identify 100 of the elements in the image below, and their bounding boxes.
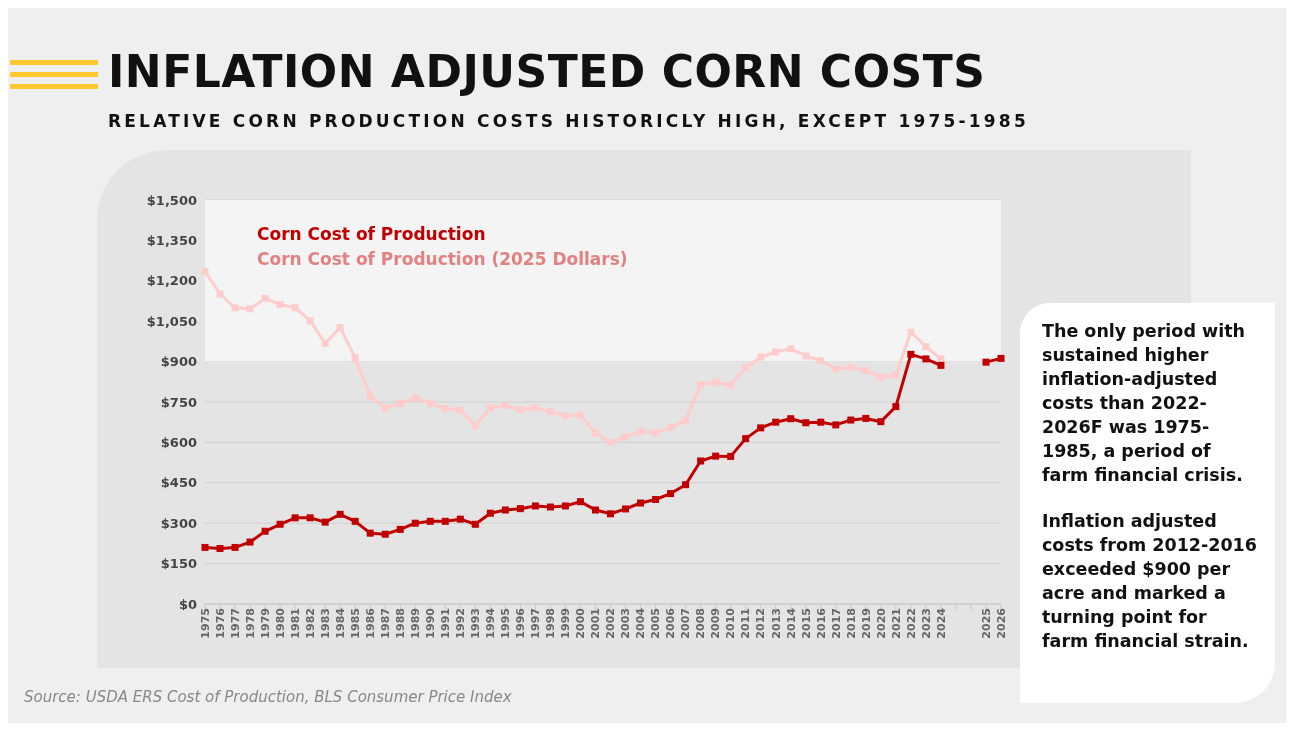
point bbox=[652, 429, 660, 437]
point bbox=[396, 525, 404, 533]
point bbox=[576, 411, 584, 419]
x-tick-label: 2015 bbox=[799, 608, 813, 639]
point bbox=[757, 353, 765, 361]
y-tick-label: $1,200 bbox=[146, 273, 197, 289]
point bbox=[637, 499, 645, 507]
point bbox=[516, 505, 524, 513]
x-tick-label: 1985 bbox=[349, 608, 362, 639]
point bbox=[637, 427, 645, 435]
point bbox=[937, 355, 945, 363]
point bbox=[847, 416, 855, 424]
chart-subtitle: RELATIVE CORN PRODUCTION COSTS HISTORICLY HIGH, EXCEPT 1975-1985 bbox=[108, 111, 1029, 131]
point bbox=[486, 404, 494, 412]
x-tick-label: 2017 bbox=[829, 608, 843, 639]
point bbox=[561, 412, 569, 420]
point bbox=[787, 345, 795, 353]
x-tick-label: 1992 bbox=[454, 608, 468, 639]
point bbox=[607, 438, 615, 446]
point bbox=[546, 503, 554, 511]
point bbox=[877, 418, 885, 426]
point bbox=[471, 422, 479, 430]
point bbox=[336, 510, 344, 518]
point bbox=[231, 304, 239, 312]
point bbox=[456, 406, 464, 414]
point bbox=[351, 354, 359, 362]
x-tick-label: 1976 bbox=[213, 607, 227, 639]
point bbox=[712, 452, 720, 460]
source-note: Source: USDA ERS Cost of Production, BLS Consumer Price Index bbox=[24, 688, 512, 706]
point bbox=[366, 529, 374, 537]
point bbox=[607, 510, 615, 518]
x-tick-label: 1987 bbox=[379, 608, 393, 639]
series-label: Corn Cost of Production (2025 Dollars) bbox=[257, 248, 629, 271]
point bbox=[411, 519, 419, 527]
point bbox=[441, 517, 449, 525]
point bbox=[892, 371, 900, 379]
point bbox=[426, 400, 434, 408]
point bbox=[531, 502, 539, 510]
point bbox=[802, 419, 810, 427]
x-tick-label: 2003 bbox=[619, 608, 633, 639]
point bbox=[381, 530, 389, 538]
point bbox=[291, 514, 299, 522]
point bbox=[216, 545, 224, 553]
x-tick-label: 2025 bbox=[979, 608, 993, 639]
x-tick-label: 2026 bbox=[994, 607, 1008, 639]
point bbox=[336, 324, 344, 332]
y-tick-label: $150 bbox=[160, 556, 197, 572]
point bbox=[697, 380, 705, 388]
chart-title: INFLATION ADJUSTED CORN COSTS bbox=[108, 46, 986, 97]
point bbox=[862, 366, 870, 374]
point bbox=[516, 406, 524, 414]
point bbox=[727, 452, 735, 460]
x-tick-label: 1993 bbox=[469, 608, 483, 639]
point bbox=[366, 392, 374, 400]
point bbox=[832, 365, 840, 373]
point bbox=[682, 481, 690, 489]
point bbox=[832, 421, 840, 429]
y-tick-label: $1,350 bbox=[146, 233, 197, 249]
point bbox=[847, 363, 855, 371]
point bbox=[712, 379, 720, 387]
point bbox=[231, 543, 239, 551]
point bbox=[201, 267, 209, 275]
y-tick-label: $1,050 bbox=[146, 313, 197, 329]
point bbox=[591, 506, 599, 514]
x-tick-label: 1975 bbox=[198, 608, 212, 639]
y-tick-label: $600 bbox=[160, 435, 197, 451]
point bbox=[261, 527, 269, 535]
x-tick-label: 1981 bbox=[288, 608, 302, 639]
y-tick-label: $900 bbox=[160, 354, 197, 370]
x-tick-label: 2024 bbox=[934, 607, 948, 639]
x-tick-label: 2006 bbox=[664, 607, 678, 639]
point bbox=[441, 405, 449, 413]
point bbox=[411, 394, 419, 402]
x-tick-label: 2020 bbox=[874, 607, 888, 639]
point bbox=[667, 490, 675, 498]
point bbox=[652, 496, 660, 503]
point bbox=[817, 418, 825, 426]
point bbox=[486, 509, 494, 517]
point bbox=[531, 404, 539, 412]
x-tick-label: 2008 bbox=[694, 608, 708, 639]
point bbox=[246, 538, 254, 546]
point bbox=[907, 350, 915, 358]
x-tick-label: 2009 bbox=[709, 608, 723, 639]
point bbox=[622, 433, 630, 441]
y-tick-label: $450 bbox=[160, 475, 197, 491]
point bbox=[306, 514, 314, 522]
x-tick-label: 2011 bbox=[739, 608, 753, 639]
point bbox=[216, 290, 224, 298]
x-tick-label: 1997 bbox=[529, 608, 543, 639]
point bbox=[351, 517, 359, 525]
point bbox=[426, 517, 434, 525]
point bbox=[276, 301, 284, 308]
x-tick-label: 2021 bbox=[889, 608, 903, 639]
y-tick-label: $1,500 bbox=[146, 192, 197, 208]
point bbox=[802, 352, 810, 360]
x-tick-label: 1977 bbox=[228, 608, 242, 639]
point bbox=[576, 498, 584, 506]
point bbox=[321, 339, 329, 347]
x-tick-label: 1991 bbox=[439, 608, 453, 639]
point bbox=[306, 317, 314, 325]
